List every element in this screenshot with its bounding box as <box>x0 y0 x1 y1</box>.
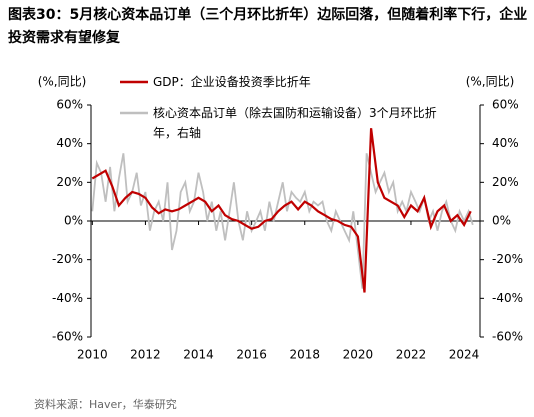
source-note: 资料来源：Haver，华泰研究 <box>34 398 177 411</box>
y2-axis-label: (%,同比) <box>466 75 515 89</box>
y-tick-label: 40% <box>56 136 83 150</box>
x-tick-label: 2018 <box>289 348 320 362</box>
y-tick-label: 20% <box>56 175 83 189</box>
x-tick-label: 2024 <box>449 348 480 362</box>
y2-tick-label: 40% <box>492 136 519 150</box>
x-tick-label: 2016 <box>236 348 267 362</box>
y-axis-label: (%,同比) <box>38 75 87 89</box>
y-tick-label: -20% <box>52 252 83 266</box>
x-tick-label: 2012 <box>130 348 161 362</box>
x-tick-label: 2010 <box>77 348 108 362</box>
legend-entry: GDP：企业设备投资季比折年 <box>153 75 311 89</box>
series-line <box>91 128 472 293</box>
series-line <box>91 153 474 289</box>
y2-tick-label: 20% <box>492 175 519 189</box>
x-tick-label: 2020 <box>343 348 374 362</box>
y2-tick-label: -40% <box>492 291 523 305</box>
y-tick-label: -60% <box>52 330 83 344</box>
x-tick-label: 2014 <box>183 348 214 362</box>
y2-tick-label: -20% <box>492 252 523 266</box>
y-tick-label: 0% <box>64 214 83 228</box>
y-tick-label: -40% <box>52 291 83 305</box>
x-tick-label: 2022 <box>396 348 427 362</box>
y2-tick-label: -60% <box>492 330 523 344</box>
y2-tick-label: 0% <box>492 214 511 228</box>
y2-tick-label: 60% <box>492 98 519 112</box>
chart-title: 图表30：5月核心资本品订单（三个月环比折年）边际回落，但随着利率下行，企业投资… <box>8 7 528 46</box>
legend-entry: 核心资本品订单（除去国防和运输设备）3个月环比折年，右轴 <box>153 106 437 140</box>
y-tick-label: 60% <box>56 98 83 112</box>
